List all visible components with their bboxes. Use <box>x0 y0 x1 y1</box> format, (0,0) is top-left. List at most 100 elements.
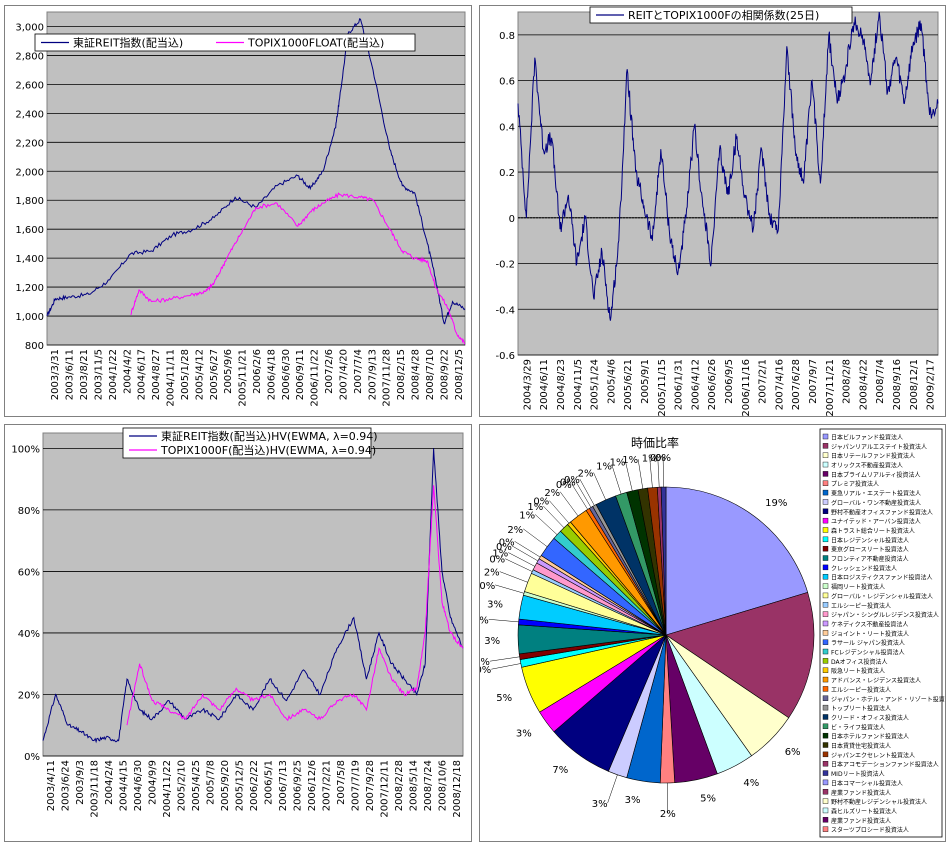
legend-swatch <box>822 433 829 440</box>
legend-label: 日本アコモデーションファンド投資法人 <box>831 761 939 769</box>
x-tick-label: 2004/6/30 <box>133 760 144 811</box>
x-tick-label: 2009/2/17 <box>926 359 937 410</box>
legend-label: 森ヒルズリート投資法人 <box>831 807 897 815</box>
legend-swatch <box>822 592 829 599</box>
y-tick-label: 20% <box>18 690 40 701</box>
x-tick-label: 2006/11/16 <box>741 359 752 416</box>
pie-leader-line <box>575 481 592 508</box>
y-tick-label: -0.4 <box>495 305 515 316</box>
legend-swatch <box>822 452 829 458</box>
x-tick-label: 2005/11/21 <box>238 349 249 407</box>
x-tick-label: 2006/6/26 <box>707 359 718 410</box>
pie-leader-line <box>514 541 541 558</box>
pie-data-label: 0% <box>480 665 491 676</box>
x-tick-label: 2006/7/13 <box>278 760 289 811</box>
pie-data-label: 0% <box>533 497 549 508</box>
legend-swatch <box>822 461 829 468</box>
pie-data-label: 2% <box>484 568 500 579</box>
pie-data-label: 3% <box>592 799 608 810</box>
legend-swatch <box>822 817 829 823</box>
x-tick-label: 2003/6/24 <box>61 760 72 811</box>
y-tick-label: 80% <box>18 506 40 517</box>
pie-data-label: 7% <box>552 765 568 776</box>
pie-data-label: 0% <box>655 453 671 464</box>
pie-data-label: 3% <box>487 600 503 611</box>
x-tick-label: 2008/2/28 <box>394 760 405 811</box>
x-tick-label: 2005/4/6 <box>606 359 617 404</box>
y-tick-label: 1,200 <box>15 283 44 294</box>
legend-swatch <box>822 536 829 543</box>
legend-label: 森トラスト総合リート投資法人 <box>831 527 915 535</box>
legend-label: フロンティア不動産投資法人 <box>831 555 909 563</box>
x-tick-label: 2008/4/22 <box>858 359 869 410</box>
y-tick-label: 2,000 <box>15 167 44 178</box>
legend-label: TOPIX1000FLOAT(配当込) <box>247 36 384 50</box>
series-line <box>42 448 464 744</box>
pie-data-label: 19% <box>765 498 787 509</box>
pie-data-label: 2% <box>660 809 676 820</box>
legend-label: 野村不動産オフィスファンド投資法人 <box>831 508 933 516</box>
x-tick-label: 2006/9/25 <box>292 760 303 811</box>
pie-leader-line <box>579 479 595 506</box>
pie-leader-line <box>511 545 539 562</box>
pie-leader-line <box>611 465 622 495</box>
legend-swatch <box>822 826 829 832</box>
x-tick-label: 2003/11/5 <box>93 349 104 400</box>
x-tick-label: 2007/2/1 <box>758 359 769 404</box>
x-tick-label: 2007/11/28 <box>382 349 393 407</box>
x-tick-label: 2003/3/31 <box>50 349 61 400</box>
x-tick-label: 2007/9/7 <box>808 359 819 404</box>
x-tick-label: 2008/7/24 <box>423 760 434 811</box>
x-tick-label: 2005/6/27 <box>209 349 220 400</box>
x-tick-label: 2004/1/22 <box>108 349 119 400</box>
x-tick-label: 2004/9/9 <box>148 760 159 805</box>
x-tick-label: 2008/2/8 <box>842 359 853 404</box>
legend-label: TOPIX1000F(配当込)HV(EWMA, λ=0.94) <box>160 443 376 457</box>
pie-data-label: 0% <box>480 581 495 592</box>
legend-label: クレッシェンド投資法人 <box>831 564 897 572</box>
x-tick-label: 2008/12/18 <box>452 760 463 818</box>
legend-swatch <box>822 471 829 477</box>
volatility-chart-panel: 0% 20% 40% 60% 80% 100% 2003/4/11 2003/6/24 2003… <box>4 424 472 842</box>
legend-swatch <box>822 611 829 617</box>
legend-label: ジャパンエクセレント投資法人 <box>831 751 915 759</box>
legend-swatch <box>822 499 829 505</box>
pie-leader-line <box>625 461 633 491</box>
x-tick-label: 2008/12/5 <box>454 349 465 400</box>
legend-swatch <box>822 480 829 486</box>
x-tick-label: 2004/11/5 <box>573 359 584 410</box>
x-tick-label: 2007/6/28 <box>791 359 802 410</box>
pie-data-label: 2% <box>544 488 560 499</box>
plot-area <box>46 11 466 346</box>
pie-leader-line <box>549 500 570 524</box>
y-tick-label: 0% <box>24 752 40 763</box>
pie-leader-line <box>489 656 520 662</box>
x-tick-label: 2006/6/30 <box>281 349 292 400</box>
legend-label: 野村不動産レジデンシャル投資法人 <box>831 798 927 806</box>
series-line <box>517 11 939 321</box>
legend-swatch <box>822 798 829 804</box>
x-tick-label: 2005/1/28 <box>180 349 191 400</box>
pie-leader-line <box>495 584 525 594</box>
pie-data-label: 1% <box>622 455 638 466</box>
legend-label: エルシーピー投資法人 <box>831 686 891 694</box>
x-tick-label: 2006/12/6 <box>307 760 318 811</box>
x-tick-label: 2005/12/5 <box>235 760 246 811</box>
y-tick-label: 2,200 <box>15 138 44 149</box>
legend-swatch <box>822 723 829 730</box>
pie-data-label: 6% <box>785 747 801 758</box>
pie-data-label: 1% <box>527 502 543 513</box>
x-tick-label: 2005/2/10 <box>177 760 188 811</box>
y-tick-label: 100% <box>11 444 40 455</box>
x-tick-label: 2007/4/20 <box>338 349 349 400</box>
x-tick-label: 2007/7/19 <box>350 760 361 811</box>
legend-label: グローバル・レジデンシャル投資法人 <box>831 592 933 600</box>
legend-label: 日本ロジスティクスファンド投資法人 <box>831 574 932 582</box>
pie-slice <box>660 486 667 636</box>
legend-label: 日本コマーシャル投資法人 <box>831 779 903 787</box>
legend-swatch <box>822 779 829 786</box>
pie-leader-line <box>505 558 533 572</box>
pie-slice <box>665 486 809 636</box>
legend-swatch <box>822 751 829 758</box>
pie-title: 時価比率 <box>631 435 679 450</box>
